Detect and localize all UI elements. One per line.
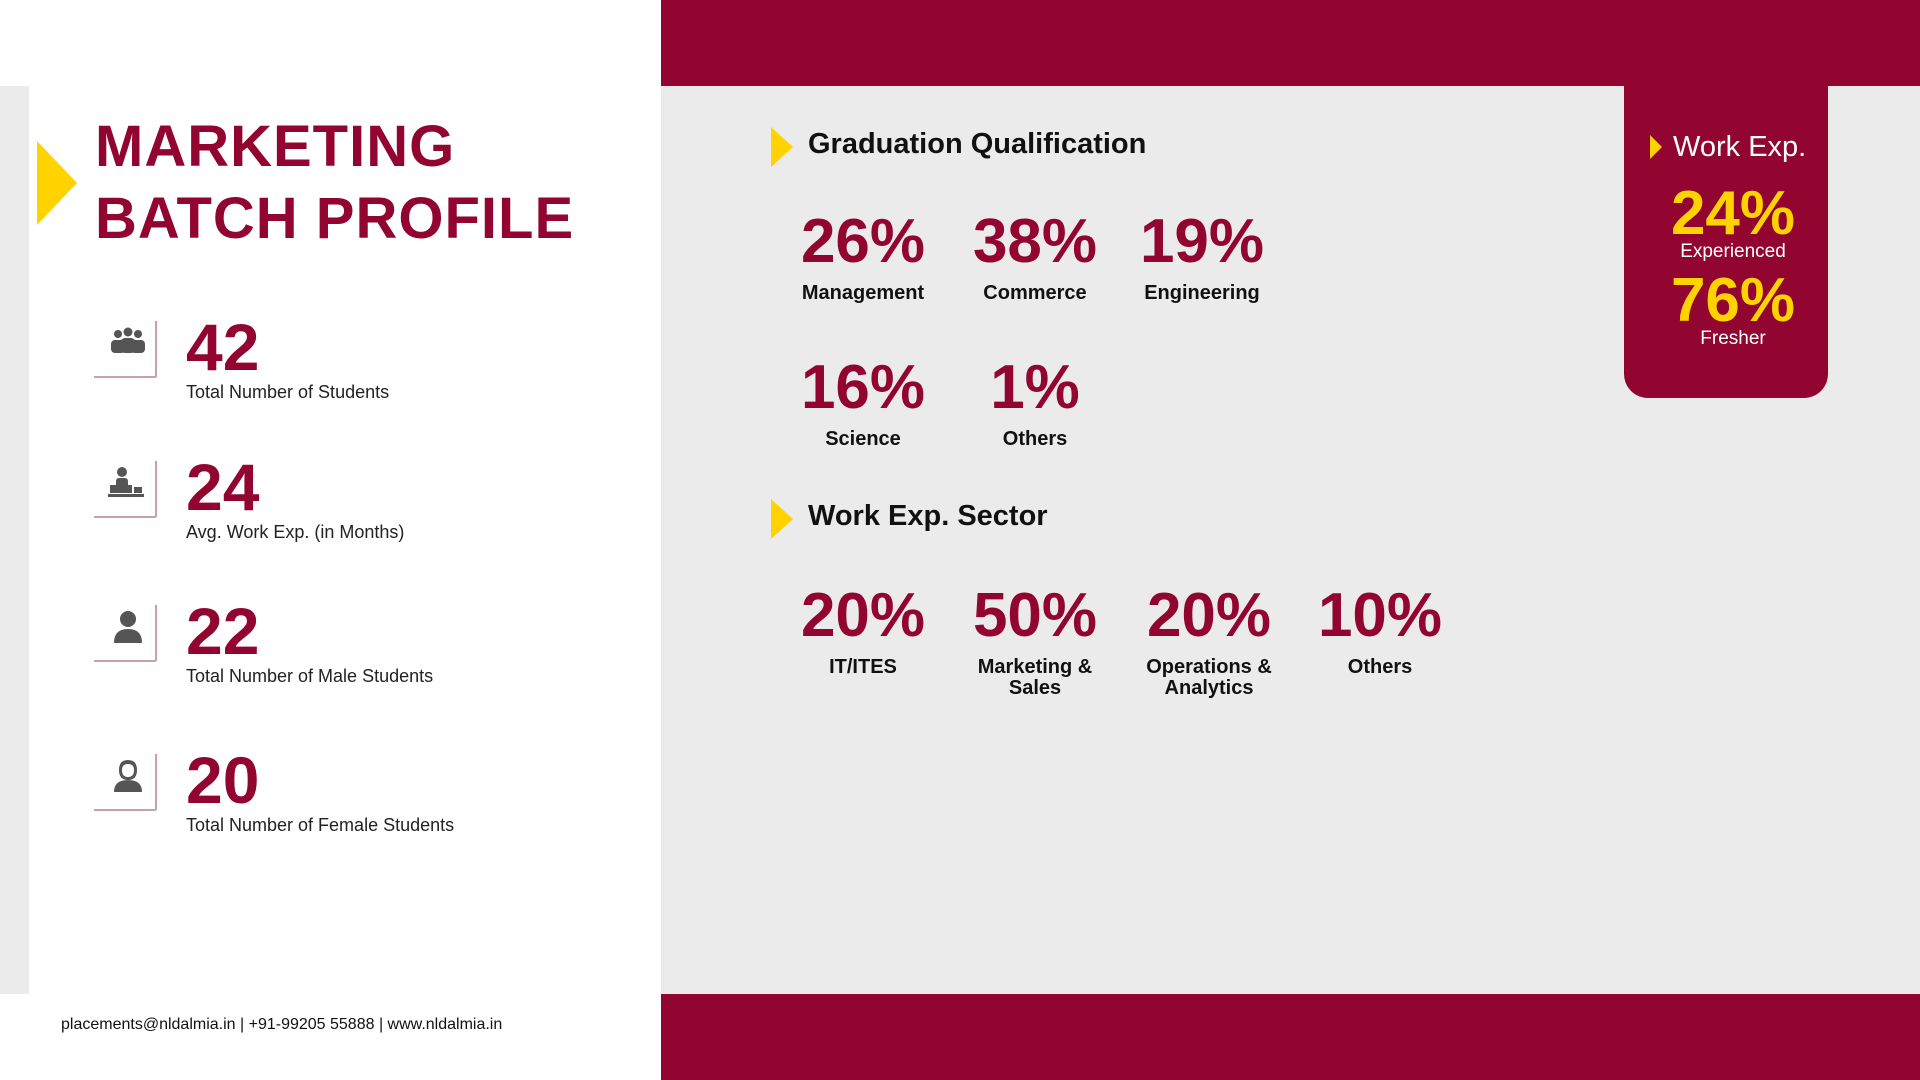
stat-icon (94, 605, 157, 662)
box-triangle (1650, 135, 1662, 159)
section-title: Work Exp. Sector (808, 500, 1048, 532)
stat-label: Total Number of Students (186, 382, 390, 402)
stat-value: 22 (186, 594, 260, 668)
stat-icon (94, 754, 157, 811)
section-triangle (771, 499, 793, 539)
stat-label: Total Number of Male Students (186, 666, 434, 686)
bottom-band (661, 994, 1920, 1080)
section-triangle (771, 127, 793, 167)
title-line: BATCH PROFILE (95, 186, 575, 251)
section-title: Graduation Qualification (808, 128, 1147, 160)
stat-value: 20 (186, 743, 260, 817)
title-line: MARKETING (95, 114, 456, 179)
top-band (661, 0, 1920, 86)
stat-label: Total Number of Female Students (186, 815, 455, 835)
left-strip (0, 86, 29, 994)
stat-label: Avg. Work Exp. (in Months) (186, 522, 405, 542)
work-exp-box (1624, 80, 1828, 398)
stat-value: 24 (186, 450, 260, 524)
footer: placements@nldalmia.in | +91-99205 55888… (61, 1016, 503, 1033)
stat-icon (94, 461, 157, 518)
stat-value: 42 (186, 310, 260, 384)
stat-icon (94, 321, 157, 378)
box-title: Work Exp. (1673, 131, 1807, 163)
title-triangle (37, 141, 77, 225)
